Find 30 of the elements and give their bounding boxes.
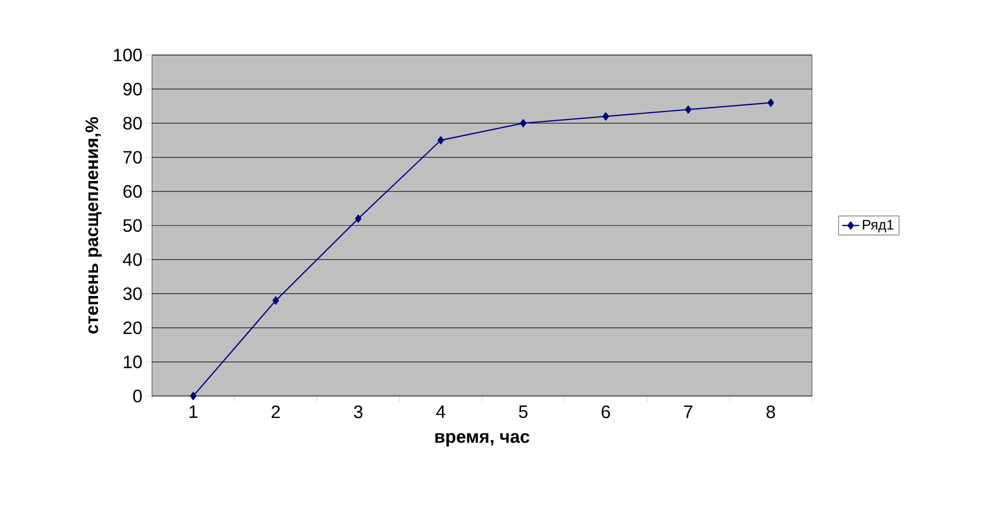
y-tick-label: 40 bbox=[122, 253, 142, 266]
x-tick-label: 5 bbox=[518, 406, 528, 418]
y-tick-label: 80 bbox=[123, 116, 142, 130]
point bbox=[602, 112, 609, 120]
point bbox=[768, 98, 774, 107]
x-tick-label: 8 bbox=[766, 406, 775, 418]
point bbox=[520, 119, 526, 128]
point bbox=[190, 392, 196, 400]
y-tick-label: 20 bbox=[123, 321, 142, 334]
y-axis-title: степень расщепления,% bbox=[86, 117, 102, 334]
point bbox=[355, 214, 362, 223]
y-tick-label: 0 bbox=[133, 390, 142, 402]
y-tick-label: 100 bbox=[114, 48, 142, 62]
point bbox=[685, 105, 692, 114]
x-tick-label: 6 bbox=[602, 406, 610, 418]
x-tick-label: 3 bbox=[354, 406, 362, 418]
y-tick-label: 50 bbox=[123, 219, 142, 232]
y-tick-label: 90 bbox=[123, 82, 142, 96]
point bbox=[438, 136, 444, 144]
x-tick-label: 1 bbox=[190, 406, 198, 418]
y-tick-label: 70 bbox=[123, 150, 142, 164]
y-tick-label: 30 bbox=[123, 287, 142, 300]
x-tick-label: 4 bbox=[436, 406, 446, 418]
y-tick-label: 10 bbox=[124, 356, 142, 368]
legend-label: Ряд1 bbox=[862, 220, 894, 232]
x-axis-title: время, час bbox=[435, 433, 530, 446]
point bbox=[272, 296, 279, 305]
x-tick-label: 2 bbox=[272, 406, 280, 418]
x-tick-label: 7 bbox=[684, 406, 692, 418]
y-tick-label: 60 bbox=[123, 185, 142, 198]
